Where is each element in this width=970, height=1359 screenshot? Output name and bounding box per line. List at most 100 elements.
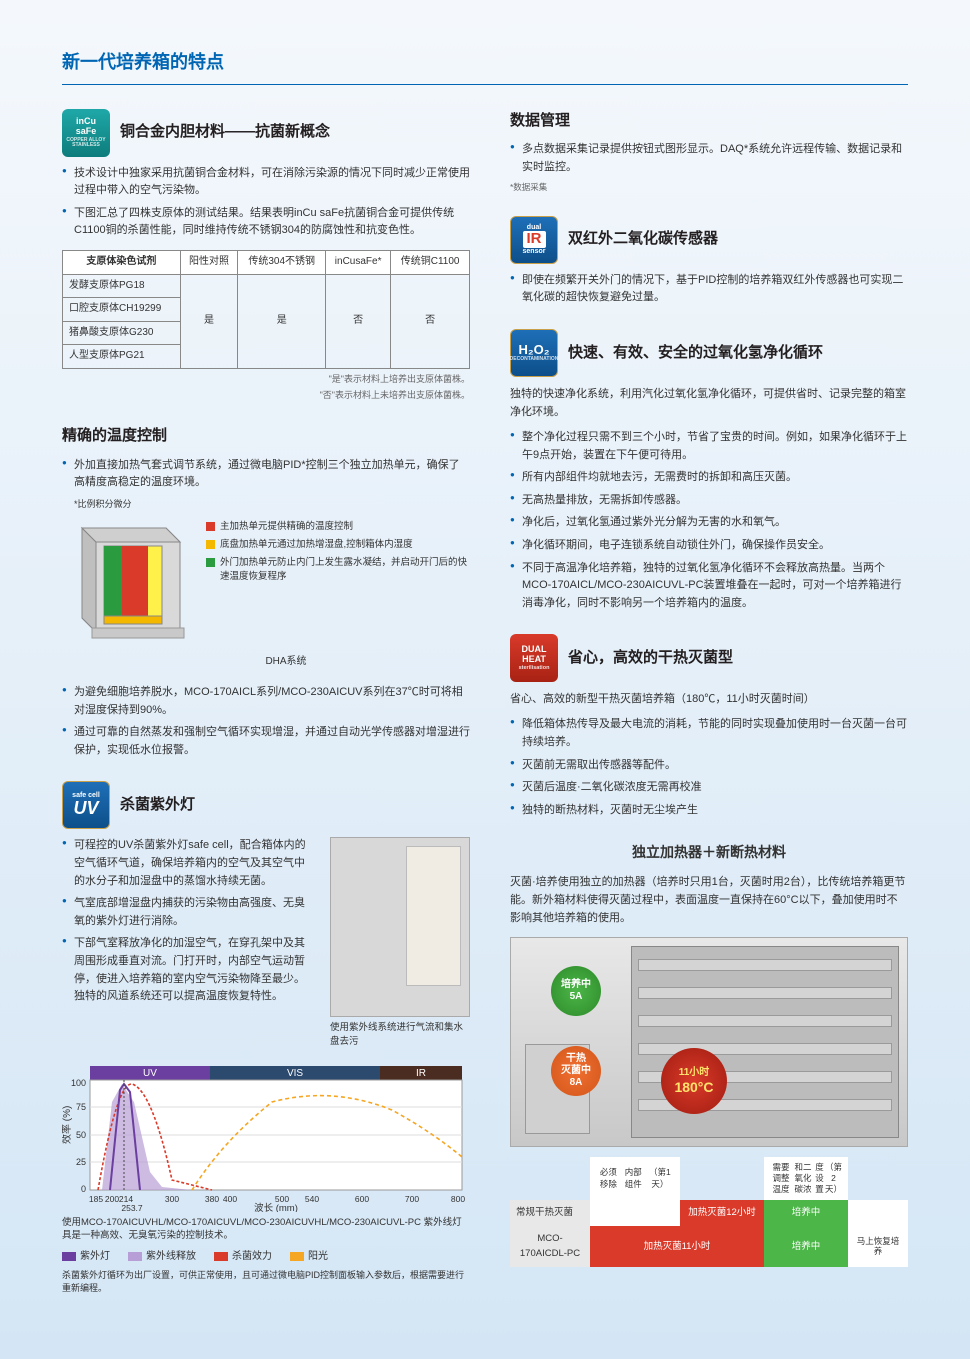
h2o2-icon-sub: DECONTAMINATION [510,357,559,363]
badge-text: 灭菌中 [561,1065,591,1077]
spectrum-foot: 杀菌紫外灯循环为出厂设置，可供正常使用，且可通过微电脑PID控制面板输入参数后，… [62,1269,470,1294]
bullet: 下图汇总了四株支原体的测试结果。结果表明inCu saFe抗菌铜合金可提供传统C… [62,205,470,240]
th: 支原体染色试剂 [63,251,181,275]
svg-text:253.7: 253.7 [121,1203,143,1212]
compare-cell: 马上恢复培养 [848,1226,908,1267]
incusafe-icon: inCu saFe COPPER ALLOY STAINLESS [62,109,110,157]
dha-caption: DHA系统 [102,654,470,671]
badge-text: 干热 [566,1053,586,1065]
svg-text:VIS: VIS [287,1068,303,1079]
compare-cell: 培养中 [764,1226,848,1267]
svg-text:400: 400 [223,1194,237,1204]
svg-text:效率 (%): 效率 (%) [62,1106,73,1144]
dualheat-title: 省心，高效的干热灭菌型 [568,646,733,671]
svg-text:185: 185 [89,1194,103,1204]
svg-text:IR: IR [416,1068,426,1079]
h2o2-intro: 独特的快速净化系统，利用汽化过氧化氢净化循环，可提供省时、记录完整的箱室净化环境… [510,385,908,421]
ir-title: 双红外二氧化碳传感器 [568,227,718,252]
spectrum-legend: 紫外灯 紫外线释放 杀菌效力 阳光 [62,1249,470,1266]
note: 需要调整温度 [770,1162,792,1195]
bullet: 为避免细胞培养脱水，MCO-170AICL系列/MCO-230AICUV系列在3… [62,684,470,719]
bullet: 不同于高温净化培养箱，独特的过氧化氢净化循环不会释放高热量。当两个MCO-170… [510,560,908,613]
bullet: 降低箱体热传导及最大电流的消耗，节能的同时实现叠加使用时一台灭菌一台可持续培养。 [510,716,908,751]
data-mgmt-foot: *数据采集 [510,182,908,194]
td: 人型支原体PG21 [63,345,181,369]
incusafe-icon-l2: saFe [76,127,97,137]
td: 否 [326,274,391,368]
bullet: 多点数据采集记录提供按钮式图形显示。DAQ*系统允许远程传输、数据记录和实时监控… [510,141,908,176]
badge-culturing: 培养中 5A [551,966,601,1016]
incusafe-bullets: 技术设计中独家采用抗菌铜合金材料，可在消除污染源的情况下同时减少正常使用过程中带… [62,165,470,240]
td: 发酵支原体PG18 [63,274,181,298]
badge-text: 180°C [674,1079,713,1096]
th: 传统304不锈钢 [238,251,326,275]
note: （第2天） [825,1162,842,1195]
uv-icon-main: UV [73,799,98,819]
incusafe-icon-sub: COPPER ALLOY STAINLESS [62,138,110,149]
dualheat-icon-l2: HEAT [522,655,546,665]
legend-text: 外门加热单元防止内门上发生露水凝结，并启动开门后的快速温度恢复程序 [220,556,470,585]
bullet: 气室底部增湿盘内捕获的污染物由高强度、无臭氧的紫外灯进行消除。 [62,895,314,930]
th: 阳性对照 [180,251,238,275]
svg-text:75: 75 [76,1102,86,1112]
legend-label: 紫外线释放 [146,1249,196,1266]
bullet: 灭菌后温度·二氧化碳浓度无需再校准 [510,779,908,797]
legend-text: 主加热单元提供精确的温度控制 [220,520,353,534]
td: 猪鼻酸支原体G230 [63,321,181,345]
svg-text:0: 0 [81,1184,86,1194]
bullet: 净化循环期间，电子连锁系统自动锁住外门，确保操作员安全。 [510,537,908,555]
page-title: 新一代培养箱的特点 [62,48,908,85]
bullet: 净化后，过氧化氢通过紫外光分解为无害的水和氧气。 [510,514,908,532]
h2o2-icon: H₂O₂ DECONTAMINATION [510,329,558,377]
table-footnote-1: "是"表示材料上培养出支原体菌株。 [62,373,470,386]
ir-sensor-icon: dual IR sensor [510,216,558,264]
td: 是 [180,274,238,368]
compare-row-head: 常规干热灭菌 [510,1200,590,1226]
note: 必须移除 [596,1167,621,1189]
comparison-grid: 必须移除 内部组件 （第1天） 需要调整温度 和二氧化碳浓 度设置 （第2天） … [510,1157,908,1267]
data-mgmt-title: 数据管理 [510,109,908,134]
svg-text:380: 380 [205,1194,219,1204]
spectrum-chart: UV VIS IR [62,1062,470,1294]
bullet: 外加直接加热气套式调节系统，通过微电脑PID*控制三个独立加热单元，确保了高精度… [62,457,470,492]
bullet: 技术设计中独家采用抗菌铜合金材料，可在消除污染源的情况下同时减少正常使用过程中带… [62,165,470,200]
note: （第1天） [646,1167,674,1189]
bullet: 灭菌前无需取出传感器等配件。 [510,757,908,775]
th: inCusaFe* [326,251,391,275]
incusafe-title: 铜合金内胆材料——抗菌新概念 [120,120,330,145]
svg-text:25: 25 [76,1157,86,1167]
uv-img-caption: 使用紫外线系统进行气流和集水盘去污 [330,1021,470,1048]
ir-icon-sub: sensor [523,248,546,256]
svg-text:200: 200 [105,1194,119,1204]
dha-diagram [62,520,192,650]
dualheat-icon-sub: sterilisation [519,665,550,671]
bullet: 通过可靠的自然蒸发和强制空气循环实现增湿，并通过自动光学传感器对增湿进行保护，实… [62,724,470,759]
badge-11h-180c: 11小时 180°C [661,1048,727,1114]
legend-text: 底盘加热单元通过加热增湿盘,控制箱体内湿度 [220,538,413,552]
legend-label: 紫外灯 [80,1249,110,1266]
bullet: 整个净化过程只需不到三个小时，节省了宝贵的时间。例如，如果净化循环于上午9点开始… [510,429,908,464]
note: 内部组件 [621,1167,646,1189]
svg-text:800: 800 [451,1194,465,1204]
svg-text:UV: UV [143,1068,157,1079]
dualheat-intro: 省心、高效的新型干热灭菌培养箱（180℃，11小时灭菌时间） [510,690,908,708]
legend-label: 杀菌效力 [232,1249,272,1266]
uv-icon: safe cell UV [62,781,110,829]
td: 口腔支原体CH19299 [63,298,181,322]
svg-text:700: 700 [405,1194,419,1204]
note: 度设置 [814,1162,825,1195]
bullet: 可程控的UV杀菌紫外灯safe cell，配合箱体内的空气循环气道，确保培养箱内… [62,837,314,890]
table-footnote-2: "否"表示材料上未培养出支原体菌株。 [62,389,470,402]
badge-text: 培养中 [561,979,591,991]
h2o2-title: 快速、有效、安全的过氧化氢净化循环 [568,343,823,363]
appliance-illustration: 培养中 5A 干热 灭菌中 8A 11小时 180°C 必须移除 [510,937,908,1267]
legend-label: 阳光 [308,1249,328,1266]
bullet: 下部气室释放净化的加湿空气，在穿孔架中及其周围形成垂直对流。门打开时，内部空气运… [62,935,314,1005]
badge-dryheat: 干热 灭菌中 8A [551,1046,601,1096]
bullet: 无高热量排放，无需拆卸传感器。 [510,492,908,510]
indep-title: 独立加热器＋新断热材料 [510,841,908,864]
bullet: 即使在频繁开关外门的情况下，基于PID控制的培养箱双红外传感器也可实现二氧化碳的… [510,272,908,307]
h2o2-icon-main: H₂O₂ [518,343,549,357]
svg-text:100: 100 [71,1078,86,1088]
compare-cell: 加热灭菌11小时 [590,1226,764,1267]
